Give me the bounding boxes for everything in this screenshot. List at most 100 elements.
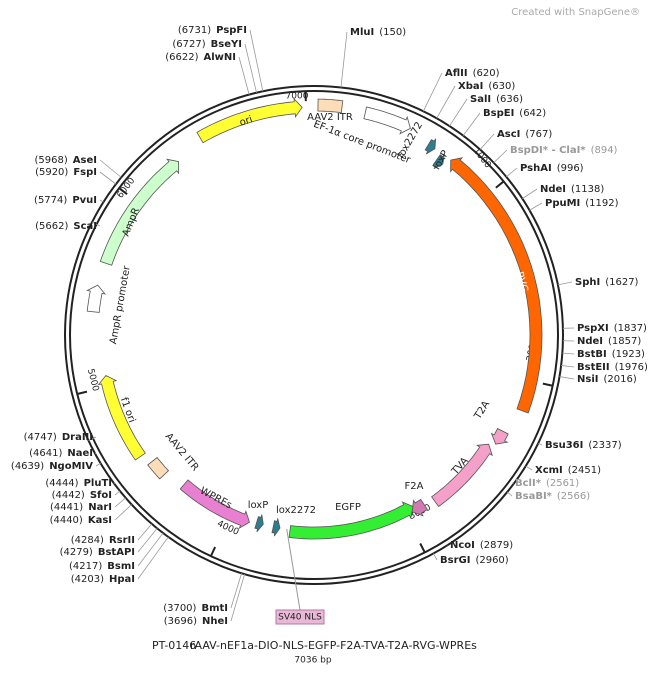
- enzyme-position: (2879): [480, 540, 513, 551]
- enzyme-leader: [506, 491, 513, 497]
- enzyme-label: (6731) PspFI: [178, 25, 247, 36]
- enzyme-position: (630): [488, 81, 515, 92]
- enzyme-name: SphI: [575, 277, 600, 288]
- enzyme-name: SfoI: [90, 490, 112, 501]
- enzyme-leader: [506, 167, 518, 178]
- enzyme-name: BclI*: [515, 478, 542, 489]
- enzyme-leader: [94, 452, 97, 454]
- enzyme-label: (4442) SfoI: [52, 490, 112, 501]
- enzyme-leader: [114, 504, 132, 521]
- enzyme-position: (1627): [605, 277, 638, 288]
- feature-label: AAV2 ITR: [307, 112, 353, 123]
- map-name: rAAV-nEF1a-DIO-NLS-EGFP-F2A-TVA-T2A-RVG-…: [190, 639, 477, 652]
- enzyme-name: BstBI: [577, 349, 607, 360]
- backbone-outer: [64, 85, 564, 585]
- enzyme-position: (2566): [557, 491, 590, 502]
- feature-label: lox2272: [276, 505, 316, 516]
- enzyme-label: BstEII (1976): [577, 362, 648, 373]
- enzyme-position: (894): [591, 145, 618, 156]
- enzyme-name: NheI: [202, 616, 228, 627]
- feature-arrow: [490, 427, 509, 445]
- enzyme-position: (5774): [34, 195, 67, 206]
- enzyme-label: BspEI (642): [483, 108, 546, 119]
- enzyme-position: (2451): [568, 465, 601, 476]
- enzyme-position: (3700): [163, 603, 196, 614]
- enzyme-label: PpuMI (1192): [545, 198, 619, 209]
- enzyme-label: SphI (1627): [575, 277, 639, 288]
- enzyme-label: (4441) NarI: [50, 502, 112, 513]
- enzyme-name: BsmI: [107, 561, 135, 572]
- enzyme-label: AflII (620): [445, 68, 500, 79]
- enzyme-name: DraIII: [62, 432, 93, 443]
- enzyme-name: FspI: [73, 167, 97, 178]
- enzyme-name: AlwNI: [204, 52, 237, 63]
- enzyme-name: NarI: [88, 502, 112, 513]
- enzyme-name: PluTI: [84, 478, 112, 489]
- enzyme-leader: [91, 221, 101, 227]
- enzyme-name: Bsu36I: [545, 440, 583, 451]
- enzyme-position: (4203): [71, 574, 104, 585]
- enzyme-position: (4441): [50, 502, 83, 513]
- feature-arrow: [271, 518, 281, 537]
- enzyme-leader: [137, 532, 164, 567]
- enzyme-name: BsrGI: [440, 555, 470, 566]
- enzyme-leader: [113, 482, 116, 484]
- enzyme-label: (4444) PluTI: [45, 478, 112, 489]
- enzyme-leader: [137, 523, 153, 541]
- enzyme-position: (4641): [29, 448, 62, 459]
- enzyme-label: (4440) KasI: [50, 515, 112, 526]
- enzyme-label: (3700) BmtI: [163, 603, 228, 614]
- enzyme-position: (1857): [608, 336, 641, 347]
- feature-arrow: [179, 479, 250, 530]
- enzyme-label: MluI (150): [350, 27, 406, 38]
- enzyme-position: (4747): [24, 432, 57, 443]
- enzyme-name: PvuI: [72, 195, 97, 206]
- enzyme-position: (1138): [571, 184, 604, 195]
- enzyme-label: (5774) PvuI: [34, 195, 97, 206]
- enzyme-name: AflII: [445, 68, 468, 79]
- enzyme-position: (642): [519, 108, 546, 119]
- enzyme-label: (3696) NheI: [164, 616, 228, 627]
- enzyme-position: (4284): [71, 535, 104, 546]
- enzyme-leader: [561, 365, 575, 368]
- enzyme-name: MluI: [350, 27, 374, 38]
- enzyme-label: NdeI (1138): [540, 184, 604, 195]
- enzyme-position: (1923): [612, 349, 645, 360]
- feature-arrow: [431, 443, 493, 508]
- enzyme-leader: [137, 536, 169, 580]
- enzyme-label: (4639) NgoMIV: [11, 461, 93, 472]
- enzyme-leader: [511, 482, 514, 485]
- feature-label: ori: [238, 114, 254, 128]
- enzyme-name: AscI: [497, 129, 520, 140]
- enzyme-name: BstAPI: [98, 547, 135, 558]
- feature-label: AAV2 ITR: [163, 431, 201, 473]
- feature-arrow: [99, 158, 179, 266]
- enzyme-name: ScaI: [73, 221, 97, 232]
- enzyme-leader: [340, 31, 348, 88]
- enzyme-label: (5920) FspI: [35, 167, 97, 178]
- enzyme-leader: [99, 159, 122, 178]
- feature-arrow: [86, 284, 107, 313]
- enzyme-label: (4279) BstAPI: [60, 547, 135, 558]
- enzyme-position: (4442): [52, 490, 85, 501]
- feature-arrow: [424, 138, 437, 155]
- enzyme-leader: [249, 29, 264, 92]
- enzyme-leader: [559, 376, 575, 380]
- enzyme-position: (5662): [35, 221, 68, 232]
- enzyme-position: (6731): [178, 25, 211, 36]
- enzyme-label: BstBI (1923): [577, 349, 645, 360]
- enzyme-name: XcmI: [535, 465, 563, 476]
- enzyme-label: Bsu36I (2337): [545, 440, 622, 451]
- enzyme-leader: [230, 573, 242, 609]
- enzyme-leader: [436, 85, 456, 119]
- enzyme-position: (620): [473, 68, 500, 79]
- enzyme-position: (1837): [614, 323, 647, 334]
- feature-arrow: [288, 501, 414, 540]
- feature-arrow: [254, 514, 264, 533]
- enzyme-name: XbaI: [458, 81, 483, 92]
- enzyme-leader: [525, 465, 533, 471]
- enzyme-label: BspDI* - ClaI* (894): [510, 145, 618, 156]
- map-size: 7036 bp: [294, 656, 331, 666]
- enzyme-leader: [557, 281, 573, 286]
- enzyme-position: (767): [525, 129, 552, 140]
